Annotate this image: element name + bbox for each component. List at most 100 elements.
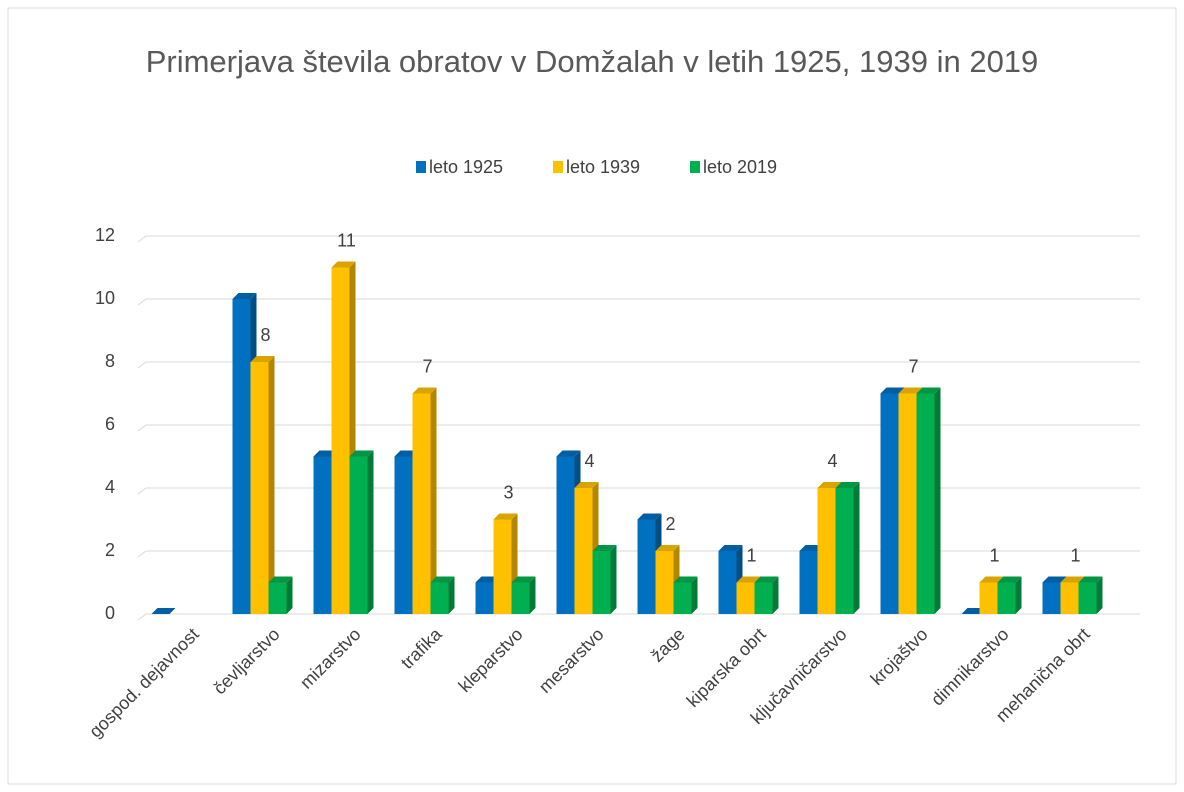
- bar-face: [997, 576, 1022, 583]
- chart-border: [7, 7, 1177, 785]
- bar-face: [268, 576, 293, 583]
- bar: [511, 576, 536, 614]
- bar: [250, 356, 275, 614]
- bar-face: [349, 456, 368, 614]
- grid-line: [137, 424, 1140, 432]
- bar-face: [250, 362, 269, 614]
- data-label: 7: [908, 356, 918, 376]
- bar-face: [574, 488, 593, 614]
- data-label: 4: [584, 451, 594, 471]
- bar-face: [916, 387, 941, 394]
- bar-face: [493, 513, 518, 520]
- legend-swatch: [416, 161, 426, 173]
- bar-face: [736, 582, 755, 614]
- grid-line: [137, 361, 1140, 369]
- bar-face: [574, 482, 599, 488]
- bar-face: [880, 387, 905, 394]
- bar-face: [475, 582, 494, 614]
- bar-face: [448, 576, 455, 614]
- bar-face: [637, 519, 656, 614]
- bar: [349, 450, 374, 614]
- bar-face: [430, 576, 455, 583]
- bar-face: [898, 387, 923, 394]
- bar-face: [799, 551, 818, 614]
- bar-face: [817, 488, 836, 614]
- bar-face: [898, 393, 917, 614]
- bar-face: [1060, 582, 1079, 614]
- data-label: 1: [1070, 545, 1080, 565]
- bar-face: [232, 293, 257, 299]
- bar-face: [493, 519, 512, 614]
- bar-face: [511, 576, 536, 583]
- y-tick-label: 2: [105, 540, 115, 560]
- bar-face: [1060, 576, 1085, 583]
- bar-face: [367, 450, 374, 614]
- x-tick-label: mesarstvo: [535, 624, 608, 697]
- bar: [430, 576, 455, 614]
- bar-face: [853, 482, 860, 614]
- bar: [1078, 576, 1103, 614]
- y-tick-label: 6: [105, 414, 115, 434]
- bar-face: [655, 545, 680, 551]
- y-tick-label: 8: [105, 351, 115, 371]
- bar-face: [268, 356, 275, 614]
- bar-face: [592, 551, 611, 614]
- bar-face: [529, 576, 536, 614]
- bar-face: [592, 545, 617, 551]
- bar-face: [772, 576, 779, 614]
- x-tick-label: gospod. dejavnost: [85, 624, 202, 741]
- grid-line: [137, 487, 1140, 495]
- bar-face: [718, 551, 737, 614]
- data-label: 1: [746, 545, 756, 565]
- bar-face: [556, 450, 581, 457]
- legend-swatch: [690, 161, 700, 173]
- bar-face: [412, 387, 437, 394]
- x-tick-label: čevljarstvo: [209, 624, 283, 698]
- bar-face: [997, 582, 1016, 614]
- bar: [916, 387, 941, 614]
- bar: [412, 387, 437, 614]
- grid-line: [137, 613, 1140, 621]
- bar-face: [313, 456, 332, 614]
- bar-face: [511, 582, 530, 614]
- bar-face: [1096, 576, 1103, 614]
- legend-swatch: [553, 161, 563, 173]
- bar-face: [1042, 582, 1061, 614]
- bar-face: [673, 576, 698, 583]
- bar: [835, 482, 860, 614]
- bar-face: [754, 576, 779, 583]
- x-tick-label: kiparska obrt: [683, 624, 770, 711]
- x-tick-label: mizarstvo: [296, 624, 365, 693]
- bar-face: [1078, 582, 1097, 614]
- bar-face: [1078, 576, 1103, 583]
- y-tick-label: 12: [95, 225, 115, 245]
- bar: [151, 608, 176, 614]
- bar-face: [835, 482, 860, 488]
- bar-face: [691, 576, 698, 614]
- bar-face: [331, 267, 350, 614]
- x-tick-label: žage: [647, 624, 689, 666]
- bar-face: [835, 488, 854, 614]
- bar-face: [655, 551, 674, 614]
- bar-face: [430, 387, 437, 614]
- grid-line: [137, 298, 1140, 306]
- bar-face: [979, 576, 1004, 583]
- bar-face: [736, 576, 761, 583]
- bar-face: [673, 582, 692, 614]
- bar-face: [1042, 576, 1067, 583]
- data-label: 8: [260, 325, 270, 345]
- bar: [754, 576, 779, 614]
- data-label: 4: [827, 451, 837, 471]
- bar-face: [286, 576, 293, 614]
- grid-line: [137, 235, 1140, 243]
- data-label: 7: [422, 356, 432, 376]
- bar-face: [556, 456, 575, 614]
- x-tick-label: kleparstvo: [455, 624, 527, 696]
- bar-face: [412, 393, 431, 614]
- bar-face: [880, 393, 899, 614]
- bar-face: [268, 582, 287, 614]
- bar-face: [232, 299, 251, 614]
- bar-face: [394, 456, 413, 614]
- bar-face: [250, 356, 275, 362]
